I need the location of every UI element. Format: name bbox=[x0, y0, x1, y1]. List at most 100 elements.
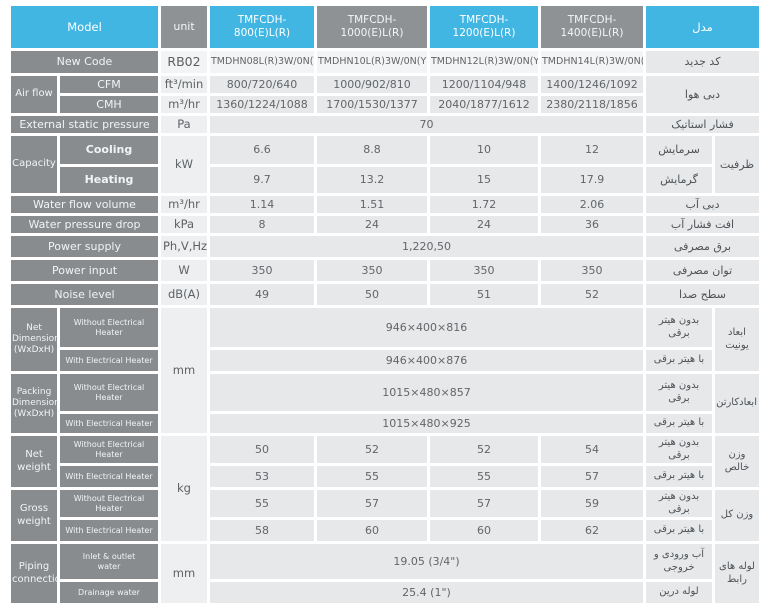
cooling-value-3: 10 bbox=[430, 136, 538, 164]
cfm-label: CFM bbox=[60, 76, 158, 93]
row-net-dim-with: With Electrical Heater 946×400×876 با هی… bbox=[11, 350, 759, 371]
net-weight-without-label-fa: بدون هیتر برقی bbox=[646, 436, 712, 463]
net-weight-with-value-4: 57 bbox=[541, 466, 643, 487]
net-dim-with-label: With Electrical Heater bbox=[60, 350, 158, 371]
air-flow-label: Air flow bbox=[11, 76, 57, 113]
gross-weight-with-value-3: 60 bbox=[430, 520, 538, 541]
gross-weight-with-label: With Electrical Heater bbox=[60, 520, 158, 541]
row-air-flow-cmh: CMH m³/hr 1360/1224/1088 1700/1530/1377 … bbox=[11, 96, 759, 113]
row-net-weight-without: Net weight Without Electrical Heater kg … bbox=[11, 436, 759, 541]
new-code-label-fa: کد جدید bbox=[646, 51, 759, 73]
net-dim-with-value: 946×400×876 bbox=[210, 350, 643, 371]
row-water-drop: Water pressure drop kPa 8 24 24 36 افت ف… bbox=[11, 216, 759, 233]
cfm-value-4: 1400/1246/1092 bbox=[541, 76, 643, 93]
heating-value-3: 15 bbox=[430, 167, 538, 193]
pack-dim-without-value: 1015×480×857 bbox=[210, 374, 643, 411]
cfm-value-1: 800/720/640 bbox=[210, 76, 314, 93]
static-pressure-value: 70 bbox=[210, 116, 643, 133]
row-piping-inlet: Piping connection Inlet & outlet water m… bbox=[11, 544, 759, 603]
cooling-label-fa: سرمایش bbox=[646, 136, 712, 164]
pack-dim-with-value: 1015×480×925 bbox=[210, 414, 643, 433]
row-static-pressure: External static pressure Pa 70 فشار استا… bbox=[11, 116, 759, 133]
capacity-label: Capacity bbox=[11, 136, 57, 193]
cfm-unit: ft³/min bbox=[161, 76, 207, 93]
gross-weight-with-value-2: 60 bbox=[317, 520, 427, 541]
heating-value-4: 17.9 bbox=[541, 167, 643, 193]
cmh-value-3: 2040/1877/1612 bbox=[430, 96, 538, 113]
water-flow-label: Water flow volume bbox=[11, 196, 158, 213]
row-noise: Noise level dB(A) 49 50 51 52 سطح صدا bbox=[11, 284, 759, 305]
power-input-value-2: 350 bbox=[317, 260, 427, 281]
water-drop-label-fa: افت فشار آب bbox=[646, 216, 759, 233]
gross-weight-without-value-2: 57 bbox=[317, 490, 427, 517]
piping-label: Piping connection bbox=[11, 544, 57, 603]
row-piping-drain: Drainage water 25.4 (1") لوله درین bbox=[11, 582, 759, 603]
pack-dim-with-label: With Electrical Heater bbox=[60, 414, 158, 433]
row-net-weight-with: With Electrical Heater 53 55 55 57 با هی… bbox=[11, 466, 759, 487]
water-drop-value-2: 24 bbox=[317, 216, 427, 233]
power-input-label: Power input bbox=[11, 260, 158, 281]
piping-inlet-label: Inlet & outlet water bbox=[60, 544, 158, 579]
net-weight-label: Net weight bbox=[11, 436, 57, 487]
gross-weight-with-value-1: 58 bbox=[210, 520, 314, 541]
gross-weight-without-label: Without Electrical Heater bbox=[60, 490, 158, 517]
row-pack-dim-without: Packing Dimension (WxDxH) Without Electr… bbox=[11, 374, 759, 433]
power-input-value-3: 350 bbox=[430, 260, 538, 281]
header-unit: unit bbox=[161, 6, 207, 48]
net-weight-with-value-3: 55 bbox=[430, 466, 538, 487]
row-air-flow-cfm: Air flow CFM ft³/min 800/720/640 1000/90… bbox=[11, 76, 759, 113]
capacity-label-fa: ظرفیت bbox=[715, 136, 759, 193]
net-dim-without-label-fa: بدون هیتر برقی bbox=[646, 308, 712, 347]
dimension-unit: mm bbox=[161, 308, 207, 433]
cmh-value-4: 2380/2118/1856 bbox=[541, 96, 643, 113]
net-dim-label: Net Dimension (WxDxH) bbox=[11, 308, 57, 371]
net-weight-with-value-1: 53 bbox=[210, 466, 314, 487]
net-dim-label-fa: ابعاد یونیت bbox=[715, 308, 759, 371]
cooling-value-1: 6.6 bbox=[210, 136, 314, 164]
static-pressure-unit: Pa bbox=[161, 116, 207, 133]
net-weight-without-label: Without Electrical Heater bbox=[60, 436, 158, 463]
net-dim-without-label: Without Electrical Heater bbox=[60, 308, 158, 347]
gross-weight-without-label-fa: بدون هیتر برقی bbox=[646, 490, 712, 517]
row-capacity-cooling: Capacity Cooling kW 6.6 8.8 10 12 سرمایش… bbox=[11, 136, 759, 193]
net-weight-with-label: With Electrical Heater bbox=[60, 466, 158, 487]
power-input-value-1: 350 bbox=[210, 260, 314, 281]
cmh-label: CMH bbox=[60, 96, 158, 113]
net-dim-without-value: 946×400×816 bbox=[210, 308, 643, 347]
header-model-fa: مدل bbox=[646, 6, 759, 48]
noise-value-3: 51 bbox=[430, 284, 538, 305]
row-pack-dim-with: With Electrical Heater 1015×480×925 با ه… bbox=[11, 414, 759, 433]
water-drop-value-1: 8 bbox=[210, 216, 314, 233]
gross-weight-without-value-3: 57 bbox=[430, 490, 538, 517]
net-weight-with-label-fa: با هیتر برقی bbox=[646, 466, 712, 487]
header-row: Model unit TMFCDH-800(E)L(R) TMFCDH-1000… bbox=[11, 6, 759, 48]
piping-unit: mm bbox=[161, 544, 207, 603]
row-new-code: New Code RB02 TMDHN08L(R)3W/0N(Y) TMDHN1… bbox=[11, 51, 759, 73]
new-code-value-3: TMDHN12L(R)3W/0N(Y) bbox=[430, 51, 538, 73]
cooling-label: Cooling bbox=[60, 136, 158, 164]
pack-dim-label-fa: ابعادکارتن bbox=[715, 374, 759, 433]
new-code-value-4: TMDHN14L(R)3W/0N(Y) bbox=[541, 51, 643, 73]
cfm-value-3: 1200/1104/948 bbox=[430, 76, 538, 93]
water-drop-unit: kPa bbox=[161, 216, 207, 233]
new-code-unit: RB02 bbox=[161, 51, 207, 73]
noise-value-2: 50 bbox=[317, 284, 427, 305]
row-gross-weight-without: Gross weight Without Electrical Heater 5… bbox=[11, 490, 759, 541]
piping-drain-label: Drainage water bbox=[60, 582, 158, 603]
noise-value-1: 49 bbox=[210, 284, 314, 305]
new-code-value-1: TMDHN08L(R)3W/0N(Y) bbox=[210, 51, 314, 73]
piping-drain-label-fa: لوله درین bbox=[646, 582, 712, 603]
gross-weight-without-value-4: 59 bbox=[541, 490, 643, 517]
power-supply-label-fa: برق مصرفی bbox=[646, 236, 759, 257]
row-gross-weight-with: With Electrical Heater 58 60 60 62 با هی… bbox=[11, 520, 759, 541]
row-water-flow: Water flow volume m³/hr 1.14 1.51 1.72 2… bbox=[11, 196, 759, 213]
gross-weight-with-label-fa: با هیتر برقی bbox=[646, 520, 712, 541]
cmh-unit: m³/hr bbox=[161, 96, 207, 113]
gross-weight-label: Gross weight bbox=[11, 490, 57, 541]
power-supply-unit: Ph,V,Hz bbox=[161, 236, 207, 257]
piping-drain-value: 25.4 (1") bbox=[210, 582, 643, 603]
heating-value-2: 13.2 bbox=[317, 167, 427, 193]
static-pressure-label: External static pressure bbox=[11, 116, 158, 133]
gross-weight-label-fa: وزن کل bbox=[715, 490, 759, 541]
header-model-800: TMFCDH-800(E)L(R) bbox=[210, 6, 314, 48]
